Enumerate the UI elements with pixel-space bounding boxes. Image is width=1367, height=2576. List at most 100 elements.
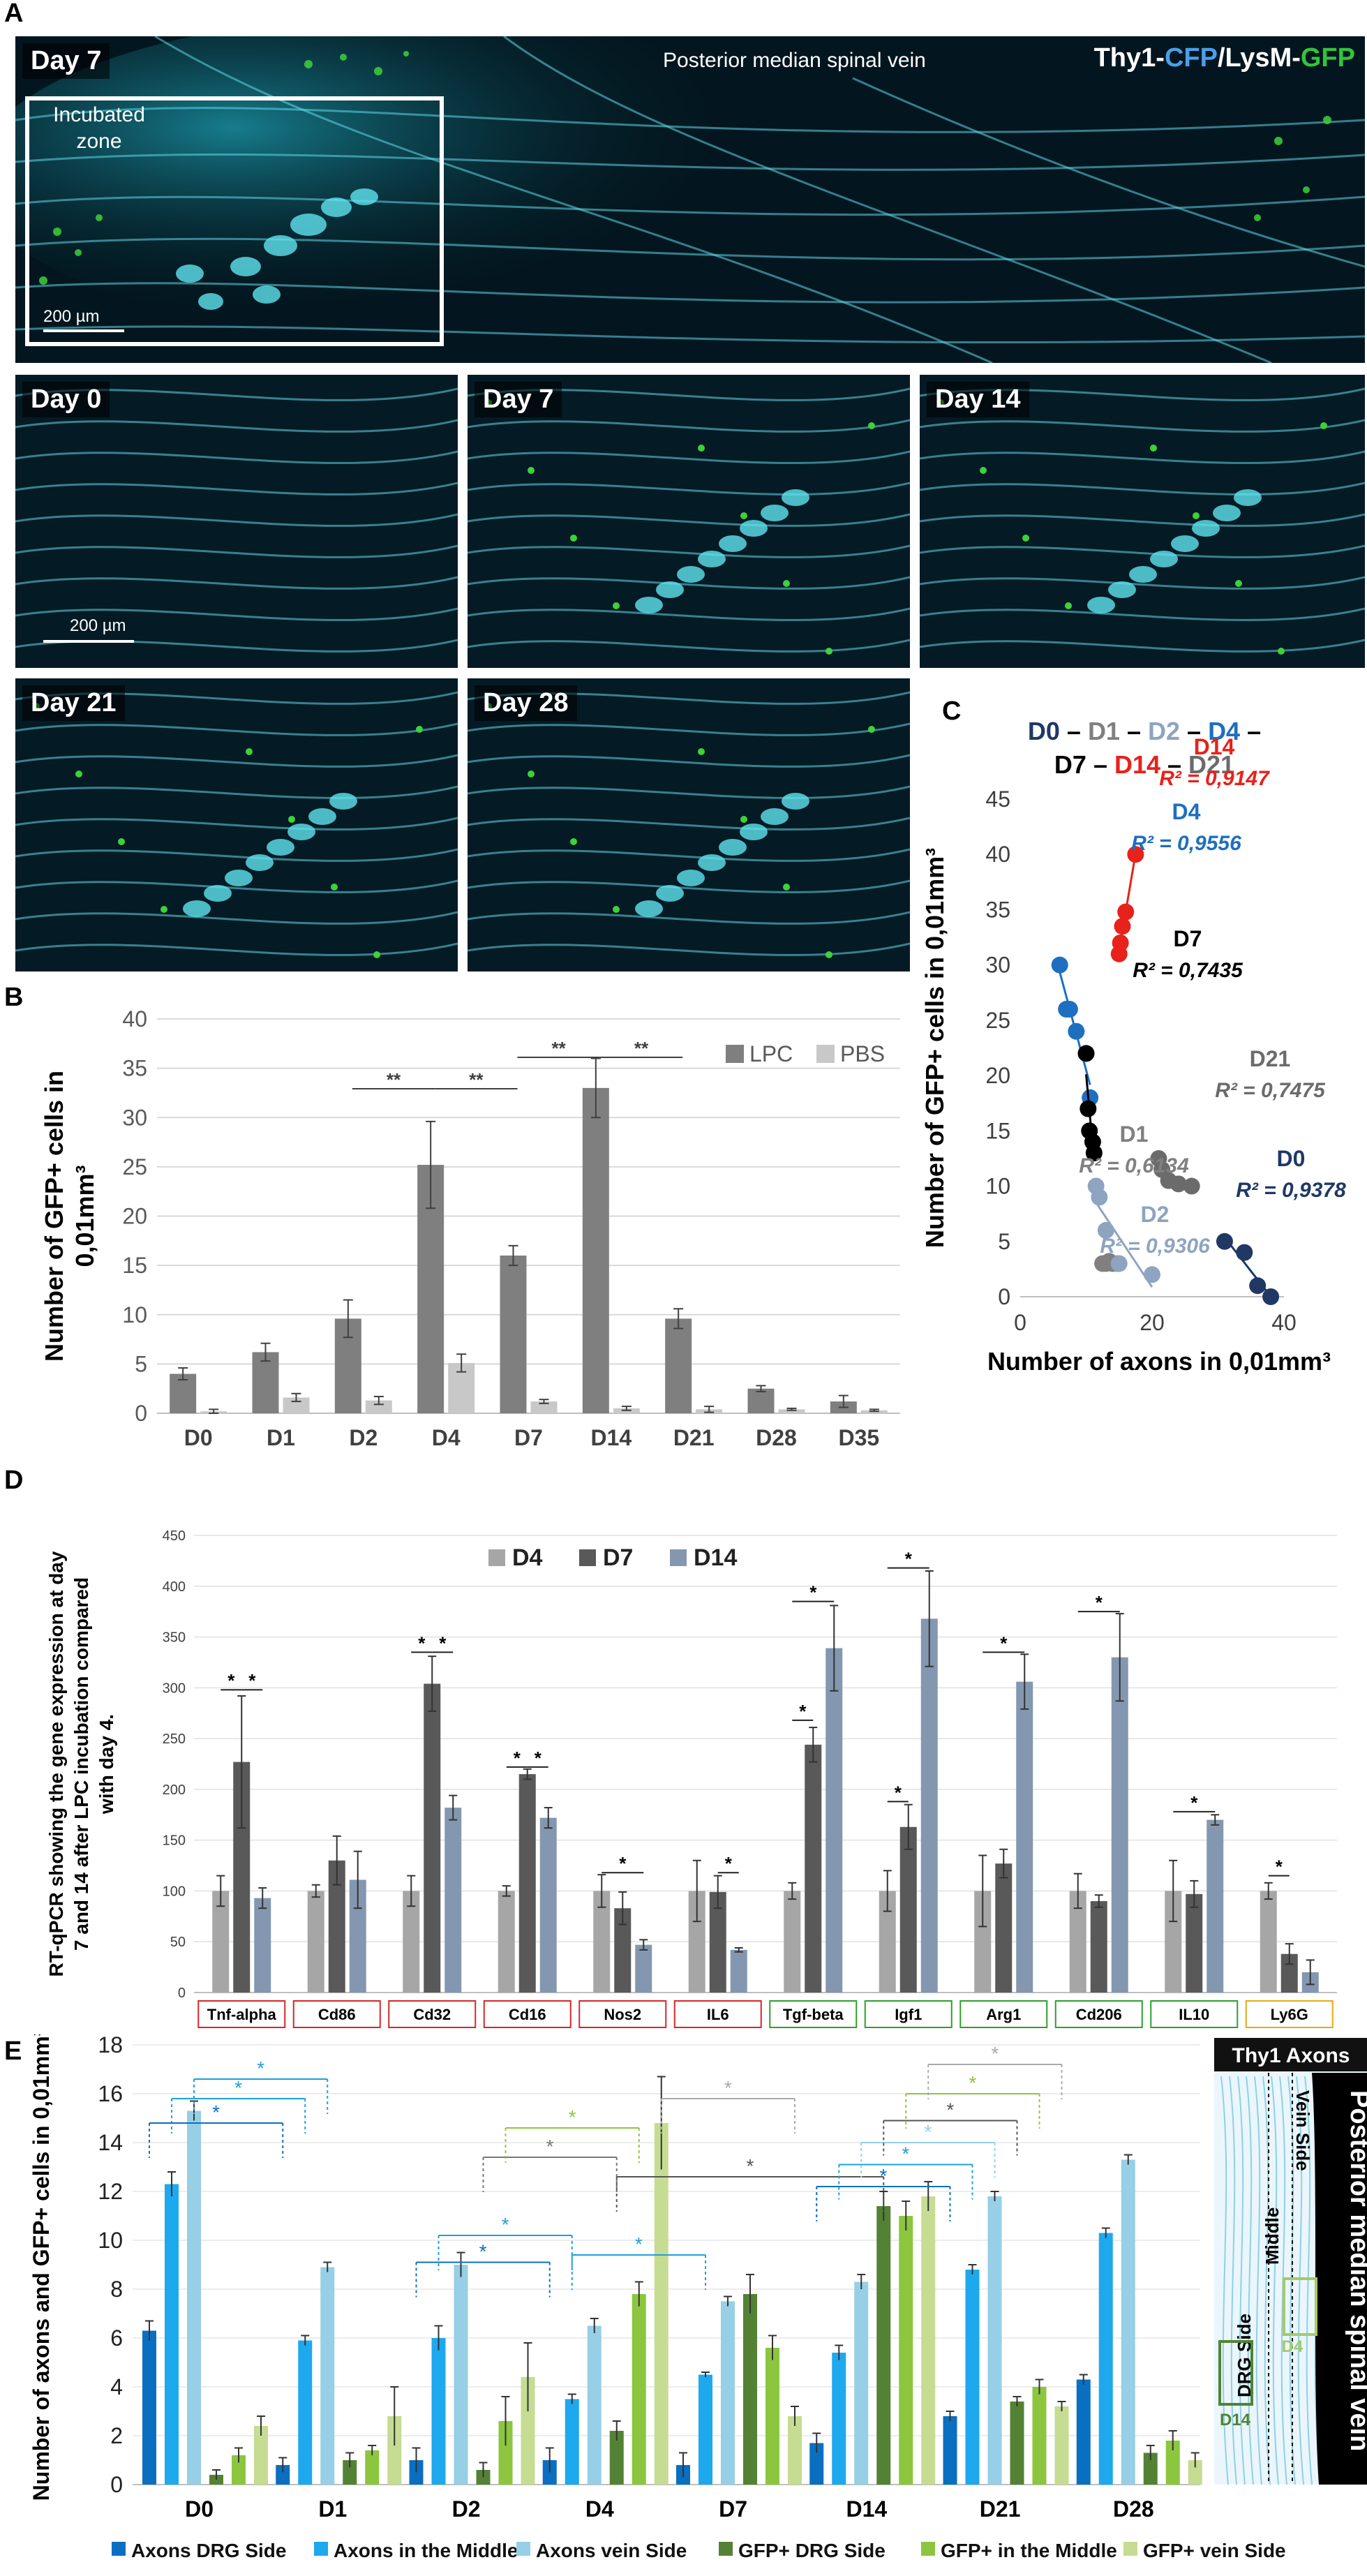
y-axis-title-line: with day 4. [96, 1714, 117, 1815]
series-label: D21 [1250, 1046, 1291, 1071]
bar-d14 [1207, 1819, 1224, 1993]
y-tick-label: 10 [985, 1174, 1010, 1199]
chart-d: 0 50 100 150 200 250 300 350 400 450 Tnf-alpha Cd86… [45, 1528, 1337, 2028]
y-tick-label: 0 [178, 1986, 186, 2001]
bar [431, 2338, 446, 2485]
bar [298, 2340, 313, 2485]
bar [721, 2301, 735, 2485]
diagram-axon [1279, 2076, 1287, 2485]
title-token: D14 [1114, 750, 1160, 779]
significance-star: * [546, 2136, 554, 2157]
bar [343, 2460, 357, 2485]
bar-lpc [747, 1388, 775, 1413]
significance-star: * [1000, 1632, 1008, 1653]
diagram-axon [1229, 2076, 1237, 2485]
panel-label-c: C [942, 697, 962, 726]
bar [165, 2184, 179, 2485]
y-axis-title-line1: Number of GFP+ cells in [40, 1071, 68, 1362]
bar [254, 2426, 268, 2485]
incubated-zone-box [25, 96, 444, 346]
bar [1076, 2379, 1091, 2485]
bar [965, 2270, 980, 2485]
bar [1188, 2460, 1202, 2485]
bar-pbs [778, 1409, 805, 1413]
micro-top-image [15, 36, 1365, 363]
x-tick-label: D7 [514, 1425, 543, 1450]
significance-star: * [635, 2233, 643, 2255]
scatter-point [1077, 1045, 1095, 1062]
y-tick-label: 0 [998, 1284, 1010, 1309]
significance-star: * [502, 2214, 509, 2235]
x-tick-label: D1 [318, 2496, 347, 2522]
gene-box [769, 2000, 858, 2028]
bar [765, 2348, 779, 2485]
title-token: – [1060, 717, 1088, 745]
scatter-point [1061, 1001, 1078, 1018]
bar [1165, 2441, 1180, 2485]
gene-label: IL10 [1179, 2006, 1209, 2023]
gene-label: Arg1 [986, 2006, 1021, 2023]
chart-e: 0 2 4 6 8 10 12 14 16 18 D0 D1 D2 D4 D7 D14 D21 D28 * * * * * *… [29, 2034, 1367, 2561]
diagram-axon [1271, 2076, 1279, 2485]
tile-day-label: Day 7 [475, 382, 562, 417]
micro-tile-image [468, 678, 910, 971]
bar-lpc [252, 1352, 279, 1413]
significance-star: * [969, 2072, 976, 2094]
y-tick-label: 40 [985, 842, 1010, 867]
gene-box [1245, 2000, 1334, 2028]
bar [1121, 2159, 1135, 2485]
chart-c: D0 – D1 – D2 – D4 –D7 – D14 – D210510152… [920, 717, 1346, 1376]
bar-d7 [1186, 1893, 1203, 1993]
panel-label-d: D [4, 1466, 24, 1495]
y-tick-label: 50 [170, 1935, 186, 1950]
significance-star: * [747, 2155, 754, 2177]
x-tick-label: D14 [846, 2496, 888, 2522]
diagram-axon [1254, 2076, 1262, 2485]
scatter-point [1091, 1189, 1108, 1206]
legend-swatch [488, 1549, 505, 1566]
r2-label: R² = 0,9378 [1236, 1179, 1346, 1202]
micro-tile: Day 7 [468, 375, 910, 668]
y-tick-label: 40 [122, 1006, 147, 1032]
y-axis-title-line: RT-qPCR showing the gene expression at d… [45, 1551, 67, 1976]
r2-label: R² = 0,9306 [1100, 1235, 1210, 1258]
bar [142, 2330, 156, 2485]
incubated-zone-label: Incubated zone [36, 102, 162, 155]
legend-label: GFP+ in the Middle [941, 2540, 1117, 2561]
r2-label: R² = 0,9556 [1131, 832, 1241, 855]
y-tick-label: 20 [985, 1063, 1010, 1088]
micro-tile-image [920, 375, 1365, 668]
legend-gfp: GFP [1300, 43, 1355, 73]
chart-c-title-line1: D0 – D1 – D2 – D4 – [1028, 717, 1261, 745]
bar [854, 2281, 869, 2485]
significance-star: * [905, 1549, 913, 1570]
panel-label-b: B [4, 983, 24, 1012]
scatter-point [1051, 956, 1068, 974]
gene-label: Igf1 [895, 2006, 922, 2023]
micro-tile: Day 0 200 µm [15, 375, 458, 668]
bar [832, 2353, 846, 2485]
x-tick-label: D0 [185, 2496, 214, 2522]
gene-label: Ly6G [1271, 2006, 1308, 2023]
legend-cfp: CFP [1164, 43, 1218, 73]
top-day-label: Day 7 [22, 43, 110, 79]
diagram-axon [1304, 2076, 1313, 2485]
scatter-point [1117, 903, 1135, 921]
bar [1010, 2402, 1024, 2485]
bar-lpc [665, 1318, 692, 1413]
bar-lpc [500, 1256, 527, 1413]
series-label: D2 [1141, 1202, 1170, 1227]
bar-d7 [995, 1863, 1013, 1993]
legend-label: GFP+ vein Side [1143, 2540, 1286, 2561]
legend-swatch [579, 1549, 596, 1566]
y-tick-label: 30 [122, 1105, 147, 1130]
y-tick-label: 250 [163, 1732, 186, 1747]
significance-stars: ** [634, 1038, 649, 1059]
bar [699, 2374, 712, 2485]
diagram-axon [1220, 2076, 1229, 2485]
x-axis-title: Number of axons in 0,01mm³ [987, 1347, 1331, 1376]
bar-d14 [920, 1618, 938, 1993]
bar-pbs [530, 1401, 558, 1413]
legend-swatch [726, 1045, 744, 1063]
significance-stars: ** [469, 1069, 484, 1090]
